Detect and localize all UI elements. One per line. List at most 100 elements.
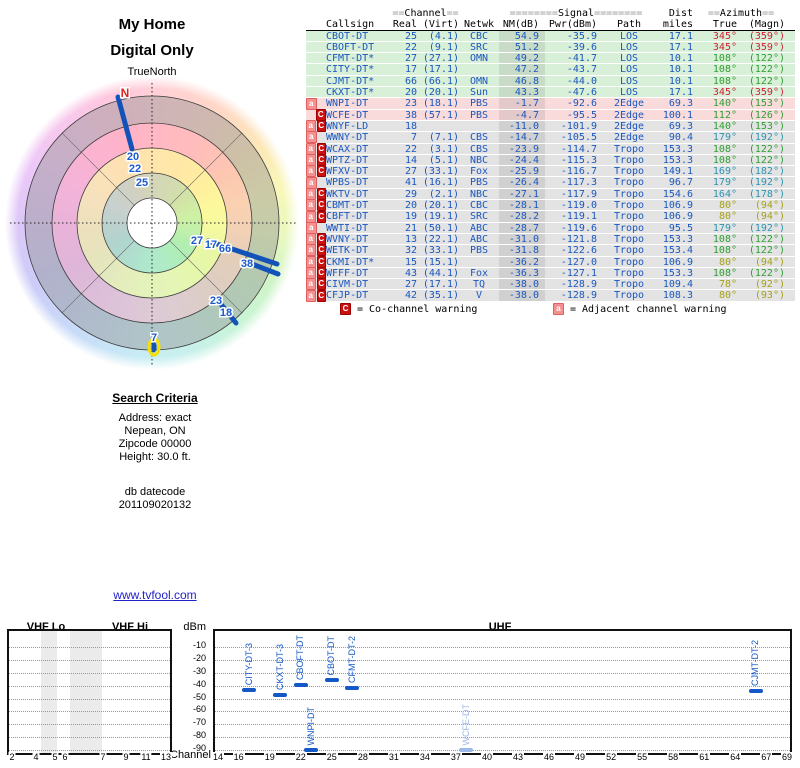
cell-distance: 95.5 xyxy=(668,222,693,234)
uhf-channel-tick: 25 xyxy=(325,752,338,762)
vhf-channel-tick: 13 xyxy=(159,752,173,762)
cell-real-channel: 43 xyxy=(404,267,417,279)
cell-azimuth-magnetic: (122°) xyxy=(748,143,785,155)
cell-callsign[interactable]: CJMT-DT* xyxy=(326,75,375,87)
cell-callsign[interactable]: CBMT-DT xyxy=(326,200,369,212)
uhf-channel-tick: 22 xyxy=(294,752,307,762)
cell-power: -47.6 xyxy=(566,87,597,99)
warning-markers xyxy=(306,76,326,86)
cell-noise-margin: -4.7 xyxy=(499,109,545,121)
dbm-tick: -50 xyxy=(192,691,206,702)
cell-callsign[interactable]: WWNY-DT xyxy=(326,132,369,144)
cell-callsign[interactable]: CKXT-DT* xyxy=(326,87,375,99)
dbm-gridline xyxy=(215,672,790,674)
cell-real-channel: 20 xyxy=(404,87,417,99)
dbm-gridline xyxy=(215,750,790,751)
cell-power: -119.6 xyxy=(560,222,597,234)
cell-callsign[interactable]: WKTV-DT xyxy=(326,188,369,200)
cell-callsign[interactable]: CBOFT-DT xyxy=(326,41,375,53)
co-channel-warning-icon: C xyxy=(316,233,326,246)
dbm-gridline xyxy=(215,685,790,687)
dbm-gridline xyxy=(9,685,170,687)
uhf-channel-tick: 55 xyxy=(636,752,649,762)
cell-power: -43.7 xyxy=(566,64,597,76)
cell-path: 2Edge xyxy=(613,120,645,132)
cell-azimuth-magnetic: (153°) xyxy=(748,120,785,132)
cell-azimuth-magnetic: (94°) xyxy=(754,200,785,212)
cell-azimuth-true: 169° xyxy=(712,166,737,178)
station-signal-bar xyxy=(304,748,319,752)
cell-callsign[interactable]: CITY-DT* xyxy=(326,64,375,76)
radar-plot: 20 22 25 27 17 66 38 23 18 7 N xyxy=(4,78,300,374)
table-row: CBOFT-DT 22 (9.1) SRC 51.2 -39.6 LOS 17.1 345° (3… xyxy=(306,41,795,54)
table-row: a C WCAX-DT 22 (3.1) CBS -23.9 -114.7 Tropo 153.3… xyxy=(306,142,795,155)
cell-callsign[interactable]: WCAX-DT xyxy=(326,143,369,155)
cell-callsign[interactable]: WNYF-LD xyxy=(326,120,369,132)
tvfool-link[interactable]: www.tvfool.com xyxy=(113,588,197,602)
cell-real-channel: 22 xyxy=(404,41,417,53)
cell-path: Tropo xyxy=(613,290,645,302)
adjacent-warning-icon: a xyxy=(306,266,316,279)
cell-callsign[interactable]: CBOT-DT xyxy=(326,30,369,42)
cell-distance: 10.1 xyxy=(668,75,693,87)
cell-real-channel: 14 xyxy=(404,154,417,166)
radar-channel-label: 20 xyxy=(127,151,139,163)
cell-distance: 109.4 xyxy=(662,279,693,291)
radar-channel-label: 18 xyxy=(220,307,232,319)
cell-callsign[interactable]: WWTI-DT xyxy=(326,222,369,234)
warning-markers xyxy=(306,53,326,63)
cell-azimuth-true: 108° xyxy=(712,143,737,155)
cell-noise-margin: -38.0 xyxy=(499,290,545,301)
cell-distance: 69.3 xyxy=(668,120,693,132)
table-body: CBOT-DT 25 (4.1) CBC 54.9 -35.9 LOS 17.1 345° (35… xyxy=(306,30,795,302)
cell-callsign[interactable]: CKMI-DT* xyxy=(326,256,375,268)
station-bar-label: CBOT-DT xyxy=(326,635,337,676)
cell-virtual-channel: (17.1) xyxy=(422,64,459,76)
co-channel-warning-icon: C xyxy=(316,165,326,178)
cell-network: CBC xyxy=(469,200,489,212)
warning-markers xyxy=(306,87,326,97)
col-real: Real xyxy=(392,19,417,31)
cell-azimuth-true: 80° xyxy=(718,256,737,268)
co-channel-warning-icon xyxy=(318,178,327,188)
cell-distance: 153.4 xyxy=(662,245,693,257)
cell-callsign[interactable]: WPTZ-DT xyxy=(326,154,369,166)
co-channel-warning-icon: C xyxy=(316,266,326,279)
cell-callsign[interactable]: WCFE-DT xyxy=(326,109,369,121)
cell-noise-margin: -28.2 xyxy=(499,211,545,222)
dbm-gridline xyxy=(9,750,170,751)
cell-callsign[interactable]: CIVM-DT xyxy=(326,279,369,291)
cell-real-channel: 38 xyxy=(404,109,417,121)
cell-path: LOS xyxy=(619,75,639,87)
cell-callsign[interactable]: CFMT-DT* xyxy=(326,53,375,65)
co-channel-warning-icon xyxy=(316,42,325,52)
fm-gap-band xyxy=(70,631,102,753)
warning-markers: C xyxy=(306,108,326,121)
table-row: a C CFJP-DT 42 (35.1) V -38.0 -128.9 Tropo 108.3 8… xyxy=(306,289,795,302)
cell-network: ABC xyxy=(469,222,489,234)
cell-callsign[interactable]: WETK-DT xyxy=(326,245,369,257)
uhf-channel-tick: 43 xyxy=(511,752,525,762)
co-channel-warning-icon xyxy=(318,132,327,142)
cell-real-channel: 21 xyxy=(404,222,417,234)
cell-callsign[interactable]: CBFT-DT xyxy=(326,211,369,223)
station-signal-bar xyxy=(324,678,339,683)
cell-noise-margin: -27.1 xyxy=(499,188,545,200)
dbm-tick: -20 xyxy=(192,652,206,663)
cell-network: SRC xyxy=(469,41,489,53)
col-virt: (Virt) xyxy=(422,19,459,31)
cell-callsign[interactable]: WFFF-DT xyxy=(326,267,369,279)
cell-path: Tropo xyxy=(613,143,645,155)
cell-power: -119.0 xyxy=(560,200,597,212)
cell-callsign[interactable]: WPBS-DT xyxy=(326,177,369,189)
cell-azimuth-magnetic: (93°) xyxy=(754,290,785,302)
cell-virtual-channel: (5.1) xyxy=(428,154,459,166)
cell-callsign[interactable]: WNPI-DT xyxy=(326,98,369,110)
cell-azimuth-true: 345° xyxy=(712,30,737,42)
table-row: a C CKMI-DT* 15 (15.1) -36.2 -127.0 Tropo 106.9 8… xyxy=(306,255,795,268)
cell-callsign[interactable]: WVNY-DT xyxy=(326,233,369,245)
adjacent-warning-icon: a xyxy=(306,221,317,234)
cell-callsign[interactable]: WFXV-DT xyxy=(326,166,369,178)
cell-callsign[interactable]: CFJP-DT xyxy=(326,290,369,302)
